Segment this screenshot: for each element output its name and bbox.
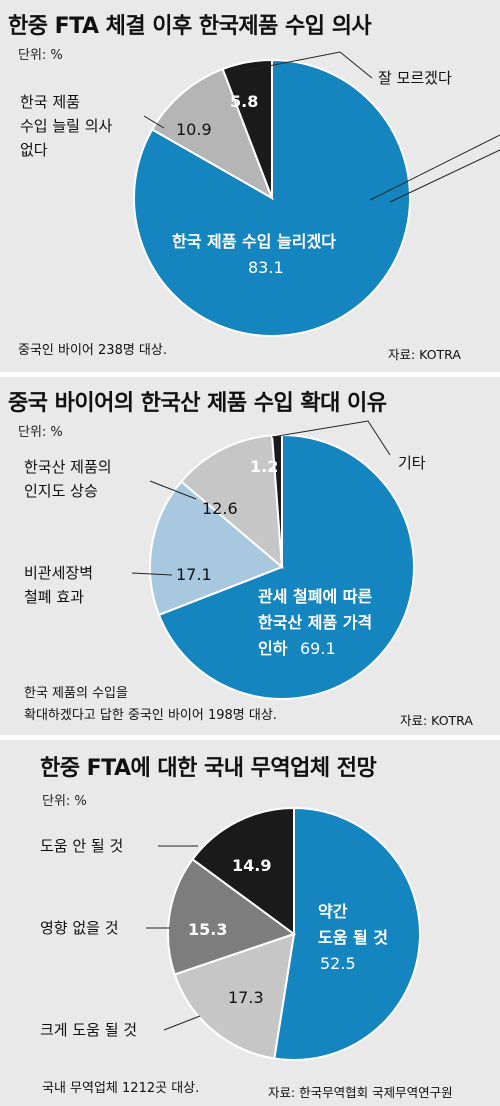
slice-label-no-intent-3: 없다 [20,141,48,159]
pie-slice [221,58,273,199]
chart-title: 한중 FTA에 대한 국내 무역업체 전망 [40,756,377,781]
slice-label-main-1: 약간 [318,902,348,921]
panel-divider [0,735,500,740]
leader-line [369,134,500,201]
slice-label-main-3: 인하 [258,639,288,658]
leader-line [149,480,197,500]
slice-label-nohelp: 도움 안 될 것 [40,837,124,855]
slice-label-nontariff-1: 비관세장벽 [24,564,94,582]
value-label-no-intent: 10.9 [176,120,212,139]
panel-divider [0,372,500,377]
chart-source: 자료: KOTRA [400,713,473,728]
unit-label: 단위: % [42,794,87,809]
chart-source: 자료: KOTRA [388,347,461,362]
chart-panel-trade-outlook: 한중 FTA에 대한 국내 무역업체 전망 단위: % 도움 안 될 것 영향 … [0,740,500,1106]
pie-chart [133,51,500,337]
chart-note-2: 확대하겠다고 답한 중국인 바이어 198명 대상. [24,708,277,723]
slice-label-etc: 기타 [398,454,426,472]
leader-line [131,572,173,576]
slice-label-no-intent-2: 수입 늘릴 의사 [20,117,113,135]
pie-slice [167,857,297,976]
slice-label-noeffect: 영향 없을 것 [40,919,119,937]
slice-label-nontariff-2: 철폐 효과 [24,588,84,606]
chart-note: 국내 무역업체 1212곳 대상. [42,1081,200,1096]
chart-title: 한중 FTA 체결 이후 한국제품 수입 의사 [8,14,372,39]
pie-slice [150,67,274,201]
slice-label-awareness-2: 인지도 상승 [24,482,98,500]
leader-line [247,51,373,79]
value-label-main: 83.1 [248,258,284,277]
value-label-bighelp: 17.3 [228,988,264,1007]
slice-label-main-1: 관세 철폐에 따른 [258,587,373,606]
slice-label-main: 한국 제품 수입 늘리겠다 [172,232,336,251]
slice-label-main-2: 도움 될 것 [318,928,389,947]
value-label-dontknow: 5.8 [230,92,259,111]
chart-panel-import-reasons: 중국 바이어의 한국산 제품 수입 확대 이유 단위: % 한국산 제품의 인지… [0,377,500,735]
value-label-awareness: 12.6 [202,499,238,518]
value-label-noeffect: 15.3 [188,920,228,939]
unit-label: 단위: % [18,48,63,63]
leader-line [163,1015,201,1031]
value-label-main: 69.1 [300,639,336,658]
pie-slice [273,806,421,1061]
slice-label-awareness-1: 한국산 제품의 [24,458,112,476]
pie-slice [191,806,295,936]
chart-source: 자료: 한국무역협회 국제무역연구원 [268,1085,453,1100]
pie-chart [146,806,421,1061]
slice-label-no-intent-1: 한국 제품 [20,93,80,111]
chart-title: 중국 바이어의 한국산 제품 수입 확대 이유 [8,391,387,416]
chart-panel-import-intent: 한중 FTA 체결 이후 한국제품 수입 의사 단위: % 한국 제품 수입 늘… [0,0,500,372]
chart-note-1: 한국 제품의 수입을 [24,686,128,701]
value-label-etc: 1.2 [250,457,279,476]
slice-label-dontknow: 잘 모르겠다 [378,69,452,87]
value-label-nohelp: 14.9 [232,856,272,875]
value-label-nontariff: 17.1 [176,565,212,584]
pie-slice [179,434,284,570]
leader-line [389,149,500,203]
chart-note: 중국인 바이어 238명 대상. [18,343,167,358]
slice-label-main-2: 한국산 제품 가격 [258,613,373,632]
slice-label-bighelp: 크게 도움 될 것 [40,1021,138,1039]
leader-line [271,420,391,456]
unit-label: 단위: % [18,425,63,440]
value-label-main: 52.5 [320,954,356,973]
leader-line [143,115,165,129]
pie-chart [131,420,415,700]
pie-slice [157,433,415,700]
